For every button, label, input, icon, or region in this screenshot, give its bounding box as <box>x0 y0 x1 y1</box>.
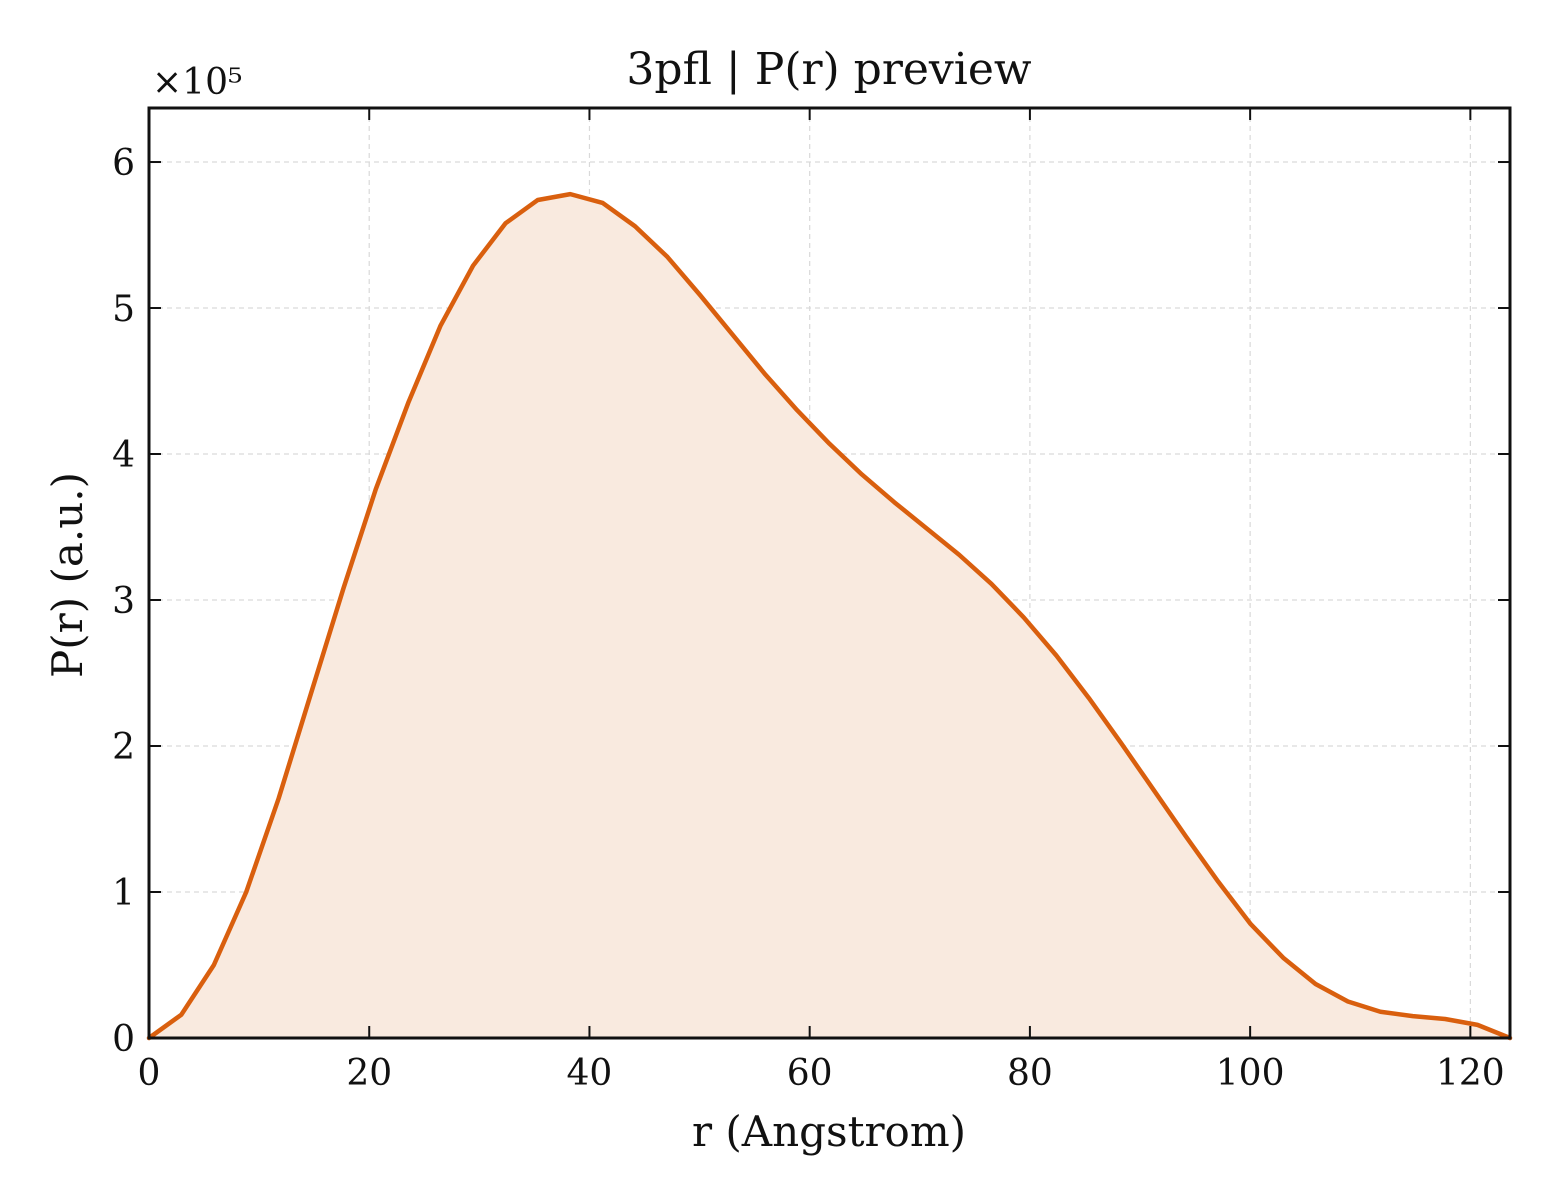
x-tick-label-80: 80 <box>1007 1053 1053 1094</box>
axes-layer <box>147 106 1512 1040</box>
y-tick-label-0: 0 <box>112 1019 135 1060</box>
y-tick-label-6: 6 <box>112 143 135 184</box>
y-multiplier-label: ×10⁵ <box>152 62 242 103</box>
ticks-layer: 0 20 40 60 80 100 120 0 1 2 3 4 5 6 <box>112 108 1510 1094</box>
x-axis-label: r (Angstrom) <box>692 1107 966 1156</box>
chart-title: 3pfl | P(r) preview <box>626 44 1031 95</box>
y-tick-label-5: 5 <box>112 289 135 330</box>
x-tick-label-20: 20 <box>346 1053 392 1094</box>
y-axis-label: P(r) (a.u.) <box>43 472 92 678</box>
x-tick-label-120: 120 <box>1436 1053 1505 1094</box>
data-layer <box>146 191 1513 1041</box>
x-tick-label-60: 60 <box>787 1053 833 1094</box>
y-tick-label-3: 3 <box>112 581 135 622</box>
x-tick-label-40: 40 <box>567 1053 613 1094</box>
plot-frame <box>147 106 1512 1040</box>
x-tick-label-0: 0 <box>138 1053 161 1094</box>
series-0-area-fill <box>149 194 1510 1038</box>
y-tick-label-1: 1 <box>112 873 135 914</box>
y-tick-label-4: 4 <box>112 435 135 476</box>
y-tick-label-2: 2 <box>112 727 135 768</box>
series-0-line <box>146 191 1513 1041</box>
x-tick-label-100: 100 <box>1216 1053 1285 1094</box>
